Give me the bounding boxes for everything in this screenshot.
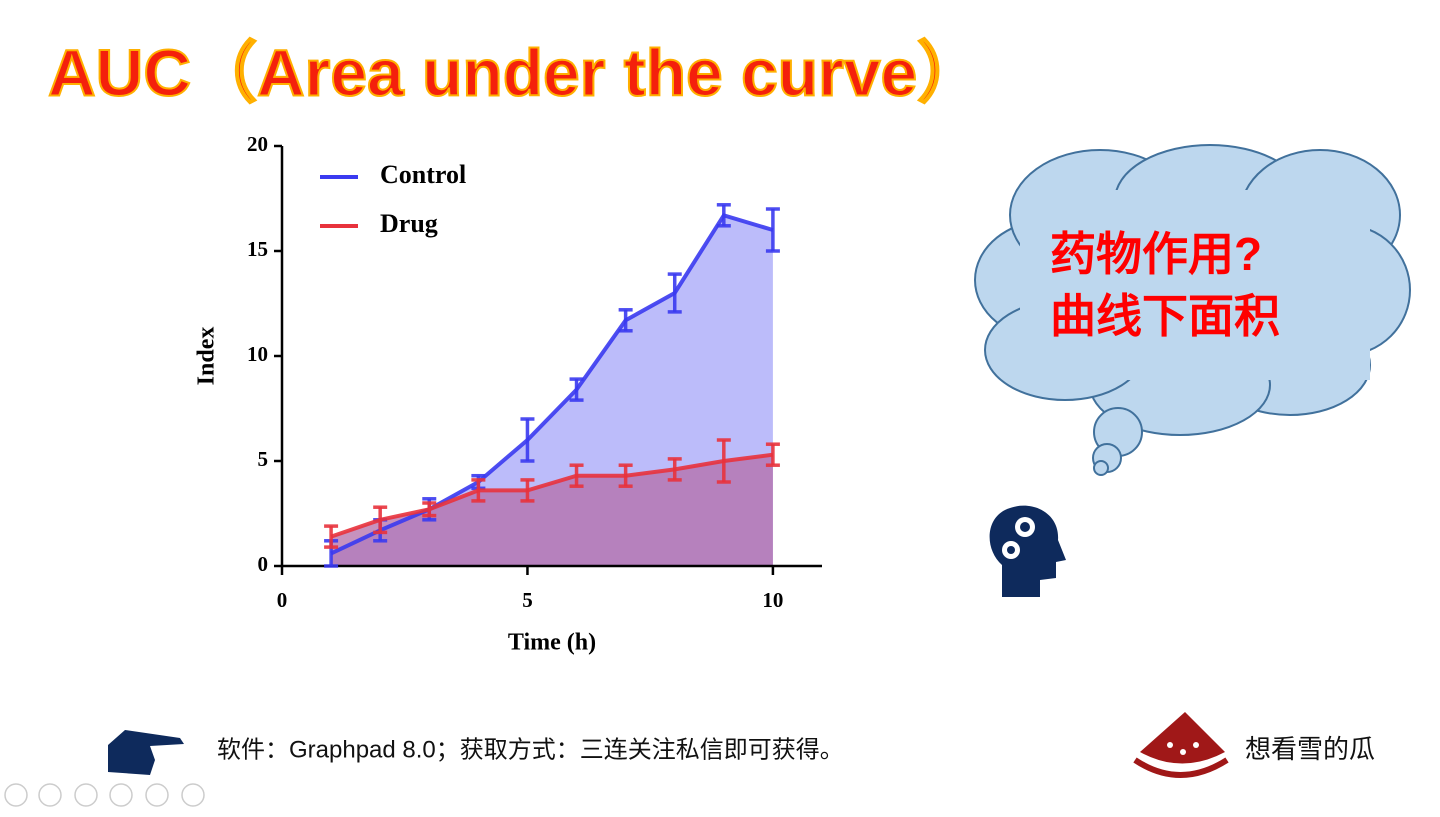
- error-bar: [765, 442, 780, 467]
- y-tick-label: 15: [247, 237, 268, 261]
- y-tick-label: 10: [247, 342, 268, 366]
- error-bar: [373, 505, 388, 535]
- y-tick-label: 20: [247, 132, 268, 156]
- error-bar: [618, 308, 633, 333]
- series-line: [330, 212, 774, 556]
- area: [331, 454, 773, 566]
- slideshow-toolbar: [4, 783, 205, 807]
- error-bar: [422, 501, 437, 518]
- legend-label: Control: [380, 160, 466, 189]
- y-tick-label: 0: [258, 552, 269, 576]
- error-bar: [618, 463, 633, 488]
- error-bar: [667, 457, 682, 482]
- brand-name: 想看雪的瓜: [1245, 734, 1375, 764]
- hand-icon: [108, 730, 184, 775]
- y-axis-label: Index: [194, 327, 220, 386]
- x-tick-label: 5: [522, 588, 533, 612]
- brand-logo: [1133, 712, 1229, 778]
- callout-line: 曲线下面积: [1050, 290, 1280, 342]
- head-icon: [989, 505, 1066, 597]
- y-tick-label: 5: [258, 447, 269, 471]
- error-bar: [667, 272, 682, 314]
- footer-note: 软件：Graphpad 8.0；获取方式：三连关注私信即可获得。: [217, 736, 844, 763]
- slide-title: AUC（Area under the curve）: [48, 35, 983, 109]
- error-bar: [765, 207, 780, 253]
- x-tick-label: 0: [277, 588, 288, 612]
- legend-label: Drug: [380, 209, 438, 238]
- cloud-fill: [1020, 190, 1370, 380]
- error-bar: [716, 438, 731, 484]
- error-bar: [471, 478, 486, 503]
- error-bar: [716, 203, 731, 228]
- error-bar: [520, 478, 535, 503]
- series-line: [330, 452, 774, 539]
- error-bar: [569, 463, 584, 488]
- x-tick-label: 10: [762, 588, 783, 612]
- error-bar: [569, 377, 584, 402]
- chart: 0 5 10 15 20 0 5 10 Time (h) Index Control Drug: [194, 132, 822, 656]
- callout-line: 药物作用?: [1050, 228, 1262, 280]
- x-axis-label: Time (h): [508, 630, 596, 656]
- error-bar: [324, 524, 339, 549]
- error-bar: [520, 417, 535, 463]
